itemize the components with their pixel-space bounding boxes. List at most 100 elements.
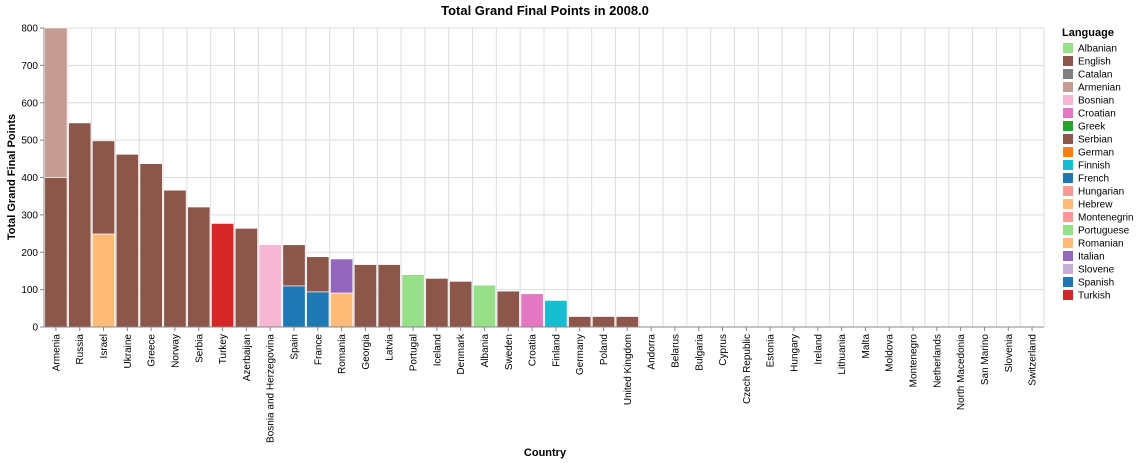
bar-segment-germany-english	[568, 316, 592, 328]
y-tick-label: 300	[21, 210, 38, 221]
bar-segment-romania-italian	[330, 258, 354, 294]
x-tick-label: Armenia	[51, 334, 62, 372]
x-tick-label: Iceland	[432, 334, 443, 366]
bar-segment-israel-hebrew	[92, 233, 115, 328]
x-tick-label: Finland	[551, 334, 562, 367]
x-tick-label: Spain	[290, 334, 301, 360]
legend-swatch	[1063, 251, 1073, 261]
legend-swatch	[1063, 121, 1073, 131]
bar-segment-norway-english	[163, 189, 187, 328]
x-tick-label: North Macedonia	[956, 334, 967, 411]
x-tick-label: Norway	[170, 334, 181, 368]
legend-swatch	[1063, 108, 1073, 118]
legend-swatch	[1063, 225, 1073, 235]
x-tick-label: Serbia	[194, 334, 205, 363]
y-tick-label: 700	[21, 61, 38, 72]
bar-segment-croatia-croatian	[520, 293, 544, 328]
x-tick-label: Bosnia and Herzegovina	[266, 334, 277, 443]
bar-segment-serbia-serbian	[187, 206, 211, 328]
x-tick-label: San Marino	[980, 334, 991, 386]
x-tick-label: Sweden	[504, 334, 515, 370]
x-tick-label: Turkey	[218, 334, 229, 364]
bar-segment-armenia-english	[44, 177, 68, 328]
y-tick-label: 100	[21, 285, 38, 296]
x-tick-label: Slovenia	[1004, 334, 1015, 373]
x-tick-label: Portugal	[409, 334, 420, 371]
bar-segment-latvia-english	[377, 264, 401, 328]
y-axis-title: Total Grand Final Points	[6, 114, 18, 240]
bar-segment-israel-english	[92, 140, 115, 235]
legend-swatch	[1063, 82, 1073, 92]
legend-label: Romanian	[1078, 239, 1124, 250]
bar-segment-turkey-turkish	[211, 223, 235, 328]
legend-swatch	[1063, 264, 1073, 274]
y-tick-label: 500	[21, 136, 38, 147]
x-tick-label: Azerbaijan	[242, 334, 253, 381]
legend-swatch	[1063, 290, 1073, 300]
y-tick-label: 400	[21, 173, 38, 184]
bar-segment-france-french	[306, 291, 330, 328]
bar-segment-finland-finnish	[544, 300, 568, 328]
x-tick-label: Poland	[599, 334, 610, 365]
legend-swatch	[1063, 238, 1073, 248]
x-tick-label: Bulgaria	[694, 334, 705, 371]
legend-swatch	[1063, 95, 1073, 105]
legend-label: Armenian	[1078, 83, 1121, 94]
bar-segment-spain-english	[282, 244, 306, 287]
x-tick-label: Moldova	[885, 334, 896, 372]
x-tick-label: United Kingdom	[623, 334, 634, 405]
legend-swatch	[1063, 69, 1073, 79]
x-tick-label: Czech Republic	[742, 334, 753, 404]
legend-swatch	[1063, 186, 1073, 196]
legend-label: Serbian	[1078, 135, 1112, 146]
legend-label: Finnish	[1078, 161, 1110, 172]
x-tick-label: Latvia	[385, 334, 396, 361]
legend-swatch	[1063, 173, 1073, 183]
x-axis-title: Country	[524, 447, 567, 459]
legend-label: Greek	[1078, 122, 1106, 133]
legend-label: Croatian	[1078, 109, 1116, 120]
x-tick-label: Ireland	[813, 334, 824, 365]
bar-segment-albania-albanian	[473, 284, 496, 328]
legend-label: Catalan	[1078, 70, 1112, 81]
bar-segment-georgia-english	[353, 264, 377, 328]
x-tick-label: France	[313, 334, 324, 366]
bar-segment-greece-english	[139, 163, 163, 328]
legend-label: Italian	[1078, 252, 1105, 263]
bar-segment-ukraine-english	[115, 154, 139, 328]
legend: Language Albanian English Catalan Armenian B…	[1062, 27, 1134, 302]
bar-segment-sweden-english	[496, 290, 520, 328]
legend-title: Language	[1062, 27, 1114, 39]
y-tick-label: 200	[21, 248, 38, 259]
legend-swatch	[1063, 147, 1073, 157]
x-tick-label: Netherlands	[932, 334, 943, 388]
bar-segment-portugal-portuguese	[401, 274, 425, 328]
bar-segment-iceland-english	[425, 278, 449, 328]
x-tick-label: Switzerland	[1028, 334, 1039, 386]
bar-segment-romania-romanian	[330, 292, 354, 328]
x-tick-label: Montenegro	[909, 334, 920, 388]
legend-swatch	[1063, 199, 1073, 209]
legend-label: German	[1078, 148, 1114, 159]
bar-segment-bosnia-and-herzegovina-bosnian	[258, 244, 282, 328]
x-axis: Armenia Russia Israel Ukraine Greece Norway Se…	[44, 326, 1044, 443]
legend-label: Slovene	[1078, 265, 1115, 276]
x-tick-label: Ukraine	[123, 334, 134, 369]
x-tick-label: Estonia	[766, 334, 777, 368]
x-tick-label: Malta	[861, 334, 872, 359]
x-tick-label: Georgia	[361, 334, 372, 370]
grid-lines	[43, 27, 1045, 328]
x-tick-label: Cyprus	[718, 334, 729, 366]
x-tick-label: Denmark	[456, 333, 467, 375]
bar-segment-france-english	[306, 256, 330, 293]
legend-label: Hungarian	[1078, 187, 1124, 198]
bar-segment-spain-spanish	[282, 285, 306, 328]
y-tick-label: 0	[32, 323, 38, 334]
x-tick-label: Hungary	[790, 334, 801, 372]
legend-label: Portuguese	[1078, 226, 1130, 237]
legend-swatch	[1063, 160, 1073, 170]
legend-label: French	[1078, 174, 1109, 185]
legend-swatch	[1063, 277, 1073, 287]
